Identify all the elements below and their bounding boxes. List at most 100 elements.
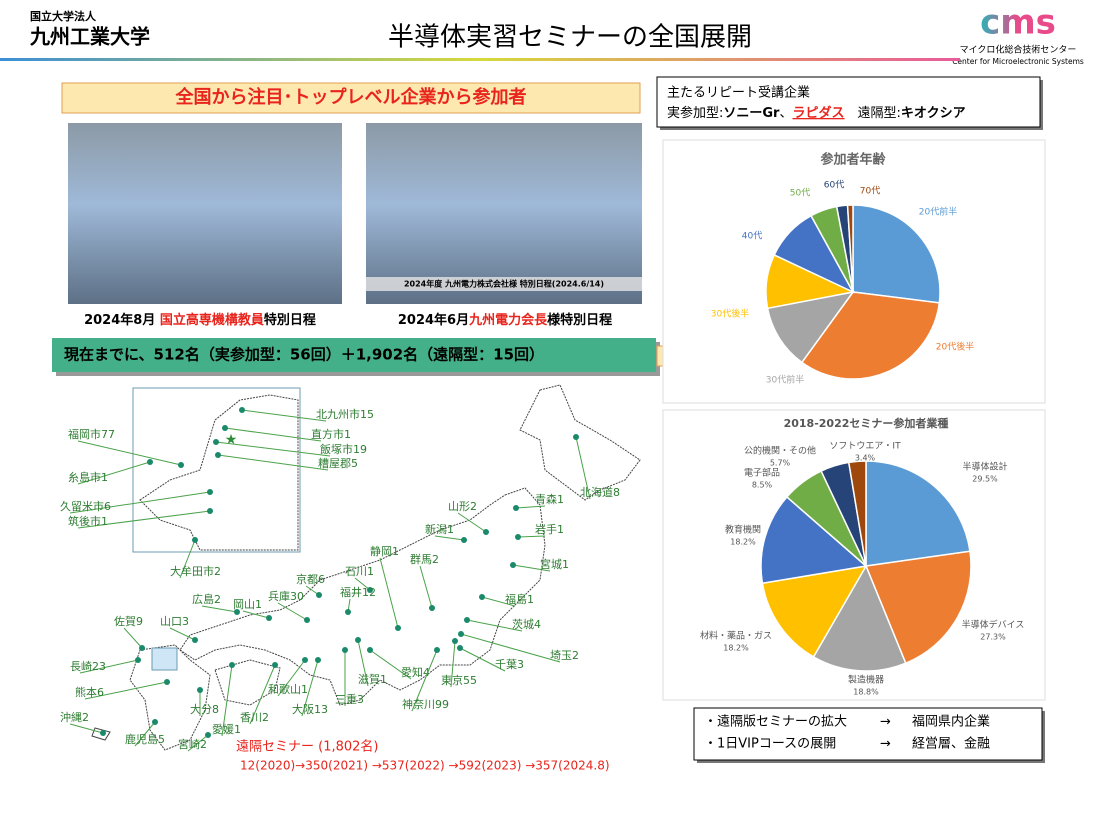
leader: [354, 577, 371, 591]
pie-title: 参加者年齢: [820, 152, 886, 168]
city-dot: [229, 662, 235, 668]
city-label: 福岡市77: [68, 427, 115, 441]
note-part: ・1日VIPコースの展開: [704, 737, 836, 752]
city-dot: [205, 732, 211, 738]
city-label: 茨城4: [512, 617, 541, 631]
notes-box: [693, 707, 1043, 761]
city-label: 北九州市15: [316, 407, 374, 421]
pie-slice: [760, 495, 868, 585]
city-label: 三重3: [335, 692, 364, 706]
city-dot: [452, 638, 458, 644]
part: 実参加型:: [667, 105, 723, 121]
photo-overlay: 2024年度 九州電力株式会社様 特別日程(2024.6/14): [404, 279, 604, 289]
pie-slice: [865, 460, 971, 567]
city-dot: [315, 657, 321, 663]
photo-caption: 2024年8月 国立高専機構教員特別日程: [84, 312, 316, 328]
leader: [69, 723, 104, 734]
city-dot: [302, 657, 308, 663]
caption-part: 特別日程: [264, 312, 316, 328]
city-label: 静岡1: [370, 544, 399, 558]
pie-slice: [864, 550, 972, 665]
city-dot: [197, 687, 203, 693]
leader: [460, 633, 561, 663]
part: 遠隔型:: [845, 106, 901, 121]
city-label: 福井12: [340, 585, 376, 599]
city-dot: [272, 662, 278, 668]
caption-part: 国立高専機構教員: [160, 312, 264, 328]
city-dot: [192, 637, 198, 643]
city-dot: [429, 605, 435, 611]
city-dot: [147, 459, 153, 465]
leader: [169, 627, 196, 641]
leader: [512, 564, 551, 572]
leader: [79, 659, 139, 674]
city-dot: [239, 407, 245, 413]
slice-label: 50代: [790, 188, 810, 199]
land: [519, 384, 641, 501]
logo: cms: [980, 3, 1056, 43]
leader: [459, 647, 506, 672]
city-dot: [461, 537, 467, 543]
city-dot: [215, 452, 221, 458]
city-label: 大分8: [190, 702, 219, 716]
caption-part: 2024年6月: [398, 312, 469, 328]
city-dot: [458, 631, 464, 637]
star: ★: [225, 432, 238, 448]
city-dot: [192, 537, 198, 543]
leader: [77, 510, 211, 529]
city-label: 東京55: [441, 673, 477, 687]
slice-label: ソフトウエア・IT: [829, 441, 901, 452]
pie-slice: [800, 291, 941, 380]
photo-caption: 2024年6月九州電力会長様特別日程: [398, 312, 612, 328]
city-label: 岡山1: [233, 598, 262, 611]
leader: [215, 441, 331, 457]
part: キオクシア: [901, 106, 966, 121]
leader: [466, 619, 523, 632]
leader: [419, 565, 433, 609]
leader: [69, 491, 211, 514]
city-dot: [164, 679, 170, 685]
leader: [123, 627, 143, 649]
leader: [217, 454, 329, 471]
city-label: 石川1: [345, 565, 374, 578]
header-rule: [0, 58, 960, 61]
logo-sub: マイクロ化総合技術センター: [960, 44, 1077, 56]
city-label: 埼玉2: [550, 648, 579, 662]
city-dot: [367, 587, 373, 593]
leader: [242, 610, 270, 619]
city-label: 福島1: [505, 592, 534, 606]
slice-label: 半導体設計: [962, 461, 1007, 473]
city-dot: [457, 645, 463, 651]
city-label: 和歌山1: [268, 682, 308, 696]
city-dot: [434, 647, 440, 653]
city-dot: [222, 425, 228, 431]
part: ラピダス: [793, 105, 845, 121]
slice-label: 半導体デバイス: [962, 619, 1025, 631]
pie-slice: [852, 204, 941, 304]
city-label: 糟屋郡5: [318, 456, 358, 470]
city-label: 山口3: [160, 615, 189, 628]
slice-value: 18.2%: [730, 538, 756, 547]
city-label: 兵庫30: [268, 589, 304, 603]
city-label: 糸島市1: [68, 470, 108, 484]
slice-label: 20代後半: [936, 341, 974, 353]
city-label: 青森1: [535, 492, 564, 506]
slice-label: 70代: [860, 186, 880, 197]
org-small: 国立大学法人: [30, 9, 97, 23]
title: 半導体実習セミナーの全国展開: [388, 23, 752, 53]
city-label: 京都6: [296, 572, 325, 586]
slice-label: 40代: [742, 231, 762, 242]
city-dot: [178, 462, 184, 468]
city-dot: [207, 489, 213, 495]
pie-slice: [766, 290, 855, 364]
leader: [434, 535, 465, 541]
slice-label: 材料・薬品・ガス: [700, 630, 772, 642]
leader: [575, 436, 591, 500]
leader: [301, 659, 319, 717]
leader: [224, 427, 322, 442]
leader: [221, 664, 233, 737]
city-dot: [213, 439, 219, 445]
photo: [68, 123, 342, 304]
city-dot: [345, 609, 351, 615]
